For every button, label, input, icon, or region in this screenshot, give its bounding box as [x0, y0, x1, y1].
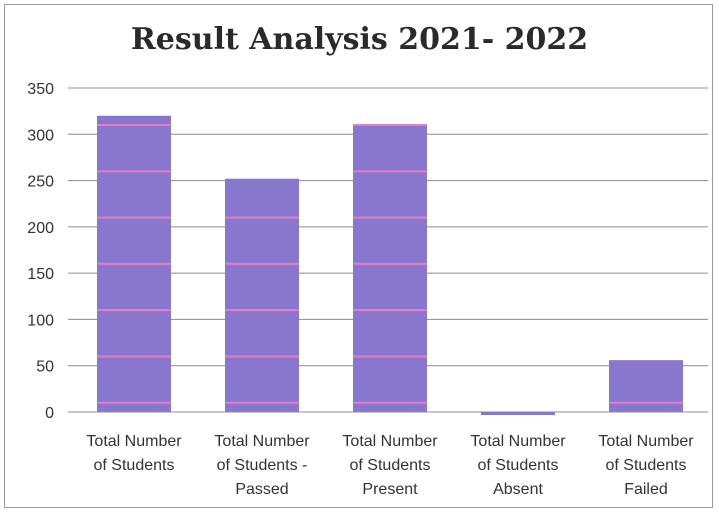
- category-label: of Students: [350, 457, 431, 474]
- category-label: Total Number: [470, 433, 566, 450]
- category-label: of Students -: [217, 457, 308, 474]
- y-tick-label: 50: [36, 359, 54, 376]
- category-label: Total Number: [214, 433, 310, 450]
- y-tick-label: 250: [27, 174, 54, 191]
- category-label: Total Number: [598, 433, 694, 450]
- category-label: of Students: [478, 457, 559, 474]
- category-label: Passed: [235, 481, 288, 498]
- category-label: of Students: [94, 457, 175, 474]
- bar: [609, 360, 683, 412]
- bar: [353, 124, 427, 413]
- chart-title: Result Analysis 2021- 2022: [130, 22, 589, 57]
- y-tick-label: 0: [45, 405, 54, 422]
- y-tick-label: 200: [27, 220, 54, 237]
- bar: [481, 412, 555, 415]
- y-tick-label: 100: [27, 312, 54, 329]
- category-label: Total Number: [342, 433, 438, 450]
- category-label: Absent: [493, 481, 543, 498]
- y-tick-label: 350: [27, 81, 54, 98]
- category-label: of Students: [606, 457, 687, 474]
- category-label: Present: [362, 481, 418, 498]
- bar: [225, 178, 299, 412]
- y-tick-label: 300: [27, 127, 54, 144]
- category-label: Failed: [624, 481, 668, 498]
- y-tick-label: 150: [27, 266, 54, 283]
- category-label: Total Number: [86, 433, 182, 450]
